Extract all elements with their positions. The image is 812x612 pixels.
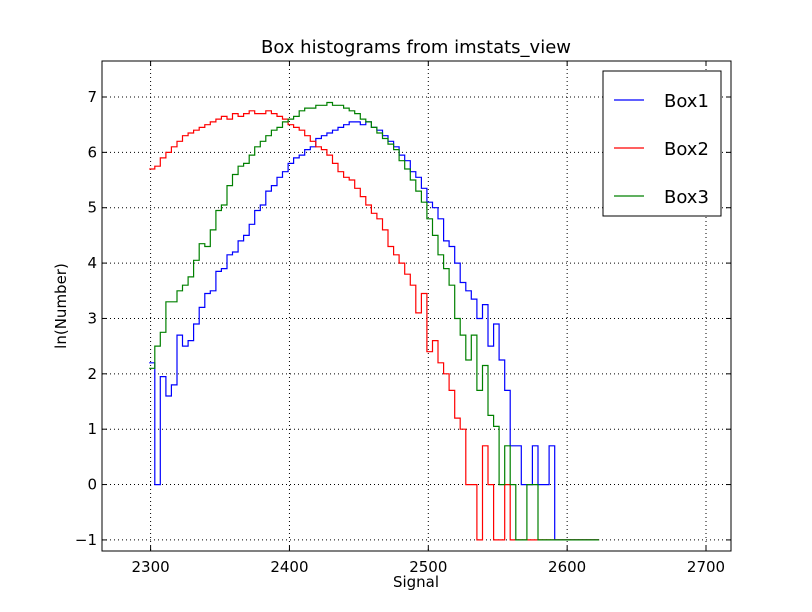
series-box2-line <box>149 110 600 541</box>
legend-label-box2: Box2 <box>664 139 709 160</box>
x-tick-label: 2500 <box>409 558 447 576</box>
legend: Box1 Box2 Box3 <box>602 70 722 217</box>
y-tick-label: 3 <box>87 309 97 327</box>
y-axis-label: ln(Number) <box>52 263 70 349</box>
y-tick-label: 5 <box>87 199 97 217</box>
series-box1-line <box>149 121 600 541</box>
series-box3-line <box>149 101 600 541</box>
x-tick-label: 2300 <box>132 558 170 576</box>
legend-box <box>602 70 722 217</box>
x-axis-label: Signal <box>393 573 439 591</box>
legend-label-box3: Box3 <box>664 187 709 208</box>
y-tick-label: 1 <box>87 420 97 438</box>
legend-label-box1: Box1 <box>664 91 709 112</box>
y-tick-label: 7 <box>87 88 97 106</box>
x-tick-label: 2600 <box>548 558 586 576</box>
plot-frame <box>101 60 732 552</box>
x-tick-label: 2400 <box>270 558 308 576</box>
y-tick-label: 6 <box>87 143 97 161</box>
x-tick-label: 2700 <box>687 558 725 576</box>
y-tick-label: −1 <box>75 531 97 549</box>
chart-title: Box histograms from imstats_view <box>261 37 571 58</box>
y-tick-label: 0 <box>87 476 97 494</box>
y-tick-label: 4 <box>87 254 97 272</box>
ticks: 2300 2400 2500 2600 2700 −1 0 1 2 3 4 5 6 7 <box>75 61 731 576</box>
y-tick-label: 2 <box>87 365 97 383</box>
series-layer <box>149 101 600 541</box>
